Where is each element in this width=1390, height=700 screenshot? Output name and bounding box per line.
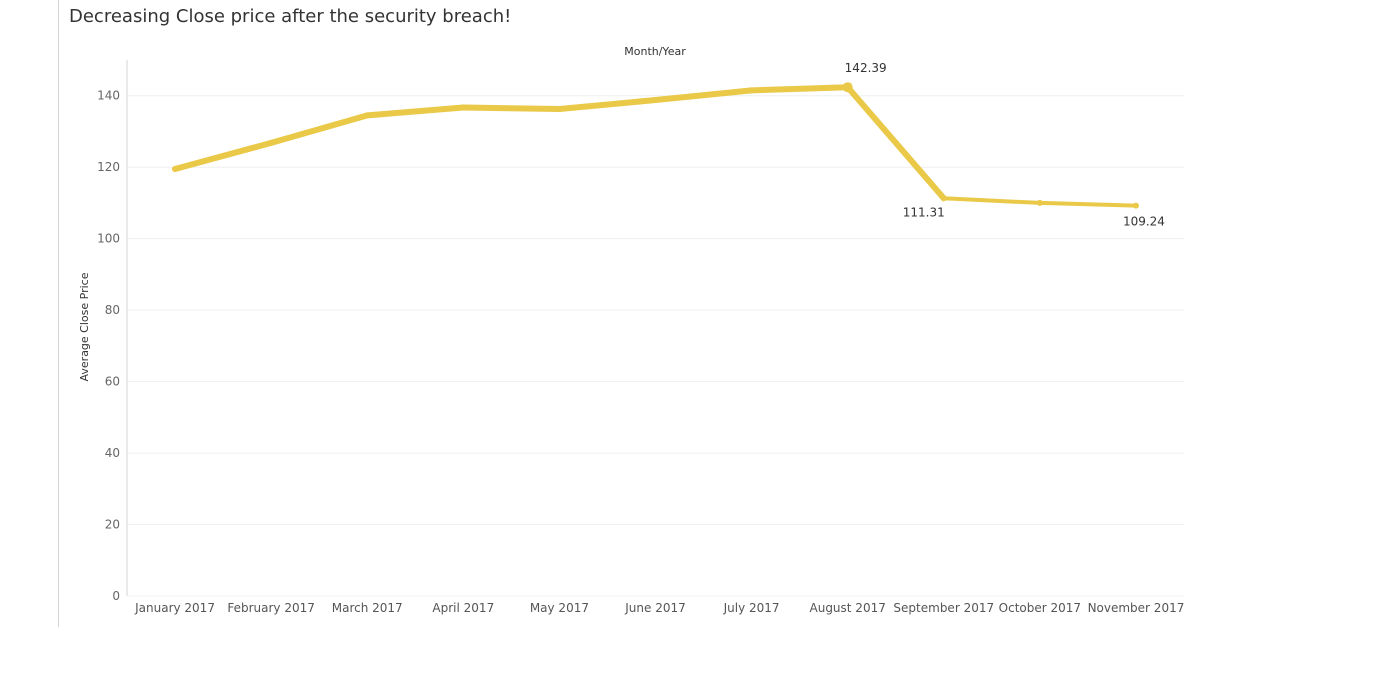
y-tick-label: 80	[105, 303, 120, 317]
y-tick-label: 120	[97, 160, 120, 174]
series-points	[172, 82, 1139, 209]
x-tick-label: April 2017	[432, 601, 494, 615]
x-tick-label: June 2017	[624, 601, 686, 615]
y-tick-label: 0	[112, 589, 120, 603]
y-tick-label: 40	[105, 446, 120, 460]
data-point	[172, 165, 179, 172]
top-axis-title: Month/Year	[624, 45, 686, 58]
y-tick-label: 100	[97, 232, 120, 246]
x-tick-label: March 2017	[332, 601, 403, 615]
data-labels: 142.39 111.31 109.24	[845, 61, 1165, 228]
data-point	[652, 97, 659, 104]
series-line-segment	[460, 104, 563, 112]
y-tick-label: 60	[105, 375, 120, 389]
x-tick-label: July 2017	[723, 601, 780, 615]
x-tick-label: September 2017	[893, 601, 994, 615]
x-tick-labels: January 2017 February 2017 March 2017 April…	[134, 601, 1184, 615]
data-point	[268, 139, 275, 146]
x-tick-label: October 2017	[999, 601, 1081, 615]
series-line-segment	[364, 104, 467, 119]
chart-title: Decreasing Close price after the securit…	[69, 6, 512, 27]
data-point	[1036, 199, 1043, 206]
x-tick-label: November 2017	[1088, 601, 1185, 615]
left-divider	[58, 0, 59, 627]
x-tick-label: August 2017	[810, 601, 886, 615]
y-tick-labels: 0 20 40 60 80 100 120 140	[97, 89, 120, 603]
data-point	[748, 87, 755, 94]
y-tick-label: 20	[105, 518, 120, 532]
y-axis-title: Average Close Price	[78, 272, 91, 381]
series-line-segment	[652, 87, 755, 104]
data-label: 109.24	[1123, 215, 1165, 229]
series-line-segment	[748, 84, 851, 94]
series-line-segment	[172, 139, 275, 172]
x-tick-label: February 2017	[227, 601, 315, 615]
x-tick-label: May 2017	[530, 601, 589, 615]
gridlines	[127, 95, 1184, 526]
series-lines	[172, 84, 1138, 208]
series-line-segment	[844, 84, 947, 202]
data-point	[556, 105, 563, 112]
data-point	[364, 112, 371, 119]
series-line-segment	[941, 196, 1042, 205]
data-label: 142.39	[845, 61, 887, 75]
data-label: 111.31	[903, 205, 945, 219]
data-point	[1132, 202, 1139, 209]
y-tick-label: 140	[97, 89, 120, 103]
series-line-segment	[556, 97, 659, 112]
data-point	[842, 82, 853, 93]
series-line-segment	[268, 112, 371, 146]
data-point	[460, 104, 467, 111]
x-tick-label: January 2017	[134, 601, 215, 615]
series-line-segment	[1037, 200, 1138, 208]
data-point	[940, 195, 947, 202]
